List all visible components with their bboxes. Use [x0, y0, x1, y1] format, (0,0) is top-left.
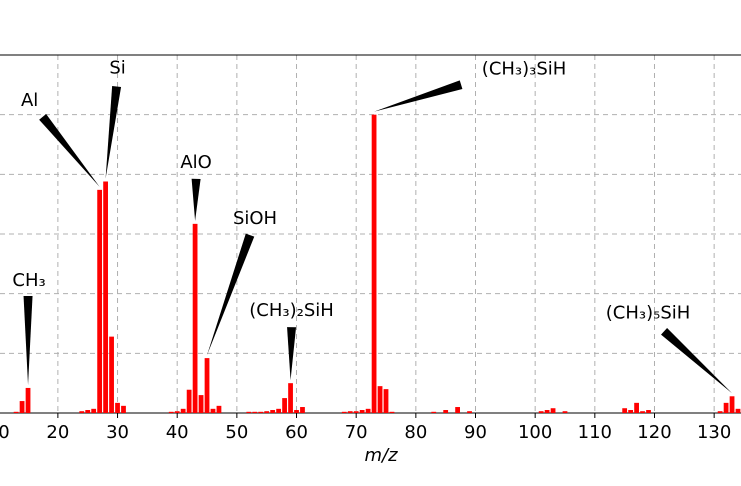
- bar: [198, 395, 204, 413]
- bar: [91, 408, 97, 413]
- bar: [353, 411, 359, 413]
- x-tick-label: 130: [697, 422, 731, 443]
- bar: [103, 181, 108, 413]
- annotation-arrow: [207, 233, 255, 356]
- bar: [192, 223, 198, 413]
- annotation: (CH₃)₅SiH: [606, 302, 691, 323]
- bar: [622, 408, 628, 413]
- bar: [347, 411, 353, 413]
- bar: [723, 402, 729, 413]
- bar: [174, 411, 180, 413]
- bar: [180, 408, 186, 413]
- annotation: Si: [109, 57, 125, 78]
- annotation: AlO: [180, 152, 211, 173]
- annotation-arrow: [287, 327, 297, 381]
- x-tick-label: 80: [404, 422, 427, 443]
- annotation: SiOH: [233, 208, 277, 229]
- bar: [729, 396, 735, 413]
- bar: [216, 405, 222, 413]
- annotation-arrow: [105, 85, 122, 179]
- annotation: Al: [21, 90, 38, 111]
- bar: [204, 358, 210, 413]
- bar: [282, 398, 287, 413]
- bar: [300, 407, 305, 413]
- bar: [431, 411, 437, 413]
- bar: [550, 408, 556, 413]
- bar: [735, 408, 741, 413]
- x-tick-label: 50: [225, 422, 248, 443]
- bar: [270, 410, 276, 413]
- x-tick-label: 70: [345, 422, 368, 443]
- bar: [25, 387, 31, 413]
- bar: [443, 410, 449, 413]
- bar: [121, 405, 126, 413]
- bar: [97, 189, 103, 413]
- bar: [276, 408, 282, 413]
- annotation-arrow: [374, 80, 463, 112]
- bar: [264, 411, 270, 413]
- x-tick-label: 10: [0, 422, 10, 443]
- bar: [538, 411, 544, 413]
- x-axis-label: m/z: [364, 445, 398, 466]
- bar: [628, 410, 634, 413]
- bar: [455, 407, 460, 413]
- bar: [640, 411, 645, 413]
- annotation-arrow: [39, 114, 100, 187]
- annotation-arrow: [661, 327, 733, 394]
- annotation-arrow: [191, 178, 201, 221]
- bar: [341, 411, 347, 413]
- bar: [109, 336, 114, 413]
- x-tick-label: 110: [578, 422, 612, 443]
- x-tick-label: 40: [166, 422, 189, 443]
- bar: [115, 402, 120, 413]
- bar: [562, 411, 568, 413]
- bar: [294, 410, 299, 413]
- bar: [717, 411, 723, 413]
- bar: [383, 389, 389, 413]
- bar: [544, 410, 550, 413]
- bar: [377, 386, 383, 413]
- x-tick-label: 60: [285, 422, 308, 443]
- bar: [467, 411, 472, 413]
- bar: [252, 411, 258, 413]
- x-tick-label: 100: [518, 422, 552, 443]
- bar: [19, 401, 25, 413]
- bar: [634, 402, 639, 413]
- bar: [85, 410, 91, 413]
- annotation: CH₃: [12, 270, 45, 291]
- bar: [258, 411, 264, 413]
- bar: [389, 411, 395, 413]
- bar: [210, 408, 216, 413]
- x-tick-label: 30: [106, 422, 129, 443]
- bar: [246, 411, 252, 413]
- bar: [371, 114, 377, 414]
- x-tick-label: 90: [464, 422, 487, 443]
- bar: [365, 408, 371, 413]
- bar: [359, 410, 365, 413]
- bar: [168, 411, 174, 413]
- bar: [79, 411, 85, 413]
- bar: [646, 410, 651, 413]
- annotation: (CH₃)₃SiH: [482, 59, 567, 80]
- x-tick-label: 20: [46, 422, 69, 443]
- x-tick-label: 120: [637, 422, 671, 443]
- annotation: (CH₃)₂SiH: [249, 300, 334, 321]
- bar: [13, 411, 19, 413]
- annotation-arrow: [23, 295, 33, 385]
- bar: [186, 389, 192, 413]
- bar: [288, 383, 293, 413]
